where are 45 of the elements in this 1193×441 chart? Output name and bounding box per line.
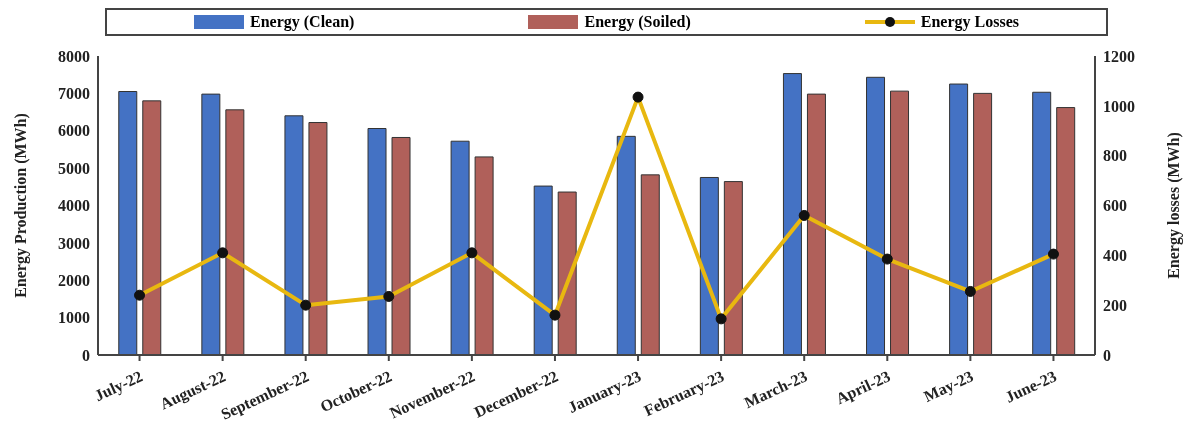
bar xyxy=(391,136,411,355)
legend-label: Energy Losses xyxy=(920,13,1019,31)
bar xyxy=(474,156,494,355)
y-tick-label: 8000 xyxy=(58,47,90,65)
bar xyxy=(225,109,245,355)
bar xyxy=(284,115,304,355)
y2-tick-label: 0 xyxy=(1103,346,1111,364)
bar xyxy=(616,135,636,355)
legend-label: Energy (Soiled) xyxy=(584,13,691,31)
bar xyxy=(782,73,802,355)
bar xyxy=(723,181,743,355)
bar xyxy=(450,140,470,355)
bar xyxy=(533,185,553,355)
y-tick-label: 4000 xyxy=(58,197,90,215)
y-tick-label: 5000 xyxy=(58,159,90,177)
bar xyxy=(308,122,328,355)
y-axis-title: Energy Production (MWh) xyxy=(11,113,30,298)
bar xyxy=(118,91,138,355)
bar xyxy=(866,76,886,355)
bar xyxy=(699,176,719,355)
y-tick-label: 2000 xyxy=(58,271,90,289)
bar xyxy=(890,90,910,355)
bar xyxy=(973,92,993,355)
y-tick-label: 0 xyxy=(82,346,90,364)
y-tick-label: 7000 xyxy=(58,85,90,103)
legend-label: Energy (Clean) xyxy=(250,13,355,31)
y2-tick-label: 400 xyxy=(1103,247,1127,265)
bar xyxy=(142,100,162,355)
bar xyxy=(1056,107,1076,355)
y-tick-label: 1000 xyxy=(58,309,90,327)
y-tick-label: 3000 xyxy=(58,234,90,252)
bar xyxy=(557,191,577,355)
bar xyxy=(949,83,969,355)
bar xyxy=(806,93,826,355)
bar xyxy=(367,128,387,355)
y2-tick-label: 200 xyxy=(1103,296,1127,314)
y-tick-label: 6000 xyxy=(58,122,90,140)
bar xyxy=(201,93,221,355)
y2-tick-label: 600 xyxy=(1103,197,1127,215)
y2-tick-label: 800 xyxy=(1103,147,1127,165)
bar xyxy=(1032,91,1052,355)
bar xyxy=(640,174,660,355)
y2-tick-label: 1000 xyxy=(1103,97,1135,115)
y2-axis-title: Energy losses (MWh) xyxy=(1164,132,1183,279)
y2-tick-label: 1200 xyxy=(1103,47,1135,65)
